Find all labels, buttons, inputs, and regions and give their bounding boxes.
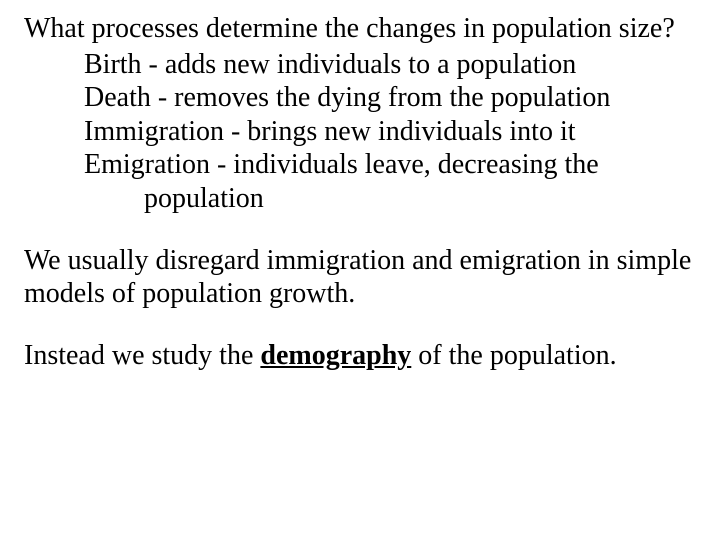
para2-pre: Instead we study the [24, 340, 260, 371]
paragraph-disregard: We usually disregard immigration and emi… [24, 244, 704, 311]
slide: What processes determine the changes in … [0, 0, 720, 540]
process-list: Birth - adds new individuals to a popula… [24, 48, 704, 216]
process-birth: Birth - adds new individuals to a popula… [84, 48, 704, 82]
paragraph-demography: Instead we study the demography of the p… [24, 339, 704, 373]
question-text: What processes determine the changes in … [24, 12, 704, 46]
para2-post: of the population. [411, 340, 616, 371]
process-death: Death - removes the dying from the popul… [84, 81, 704, 115]
demography-term: demography [260, 340, 411, 371]
process-emigration: Emigration - individuals leave, decreasi… [84, 148, 704, 182]
process-immigration: Immigration - brings new individuals int… [84, 115, 704, 149]
process-emigration-cont: population [84, 182, 704, 216]
